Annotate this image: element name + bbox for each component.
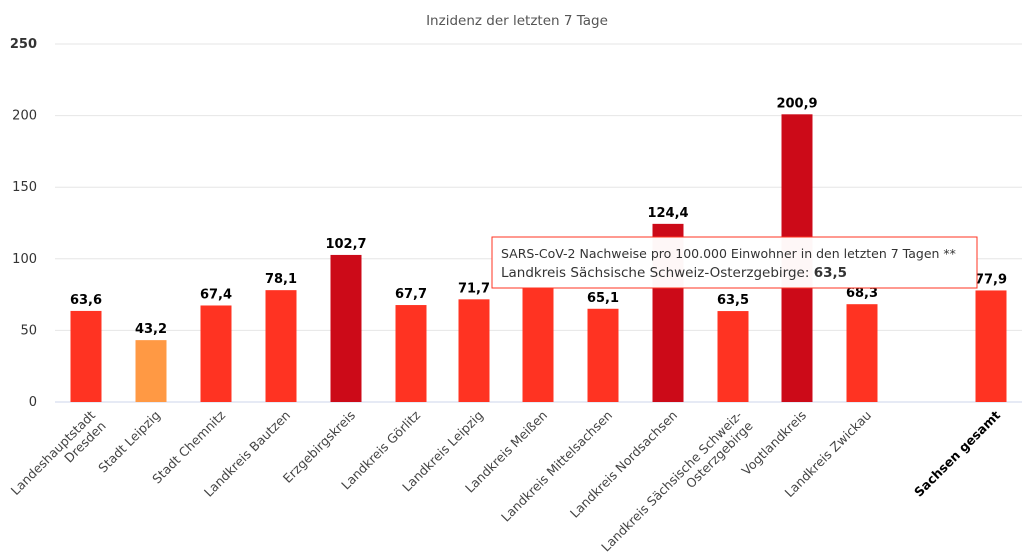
data-label: 63,5 [717, 293, 749, 308]
tooltip-point-label: Landkreis Sächsische Schweiz-Osterzgebir… [501, 265, 814, 281]
x-tick-label: Vogtlandkreis [739, 408, 810, 479]
tooltip-point: Landkreis Sächsische Schweiz-Osterzgebir… [501, 265, 847, 281]
x-tick-label: Landkreis Sächsische Schweiz-Osterzgebir… [598, 407, 756, 560]
x-tick-label: Sachsen gesamt [911, 407, 1003, 499]
x-tick-label: LandeshauptstadtDresden [8, 407, 109, 508]
data-label: 63,6 [70, 293, 102, 308]
x-tick-label: Landkreis Nordsachsen [567, 408, 680, 521]
bar[interactable] [846, 304, 878, 402]
x-tick-label: Landkreis Mittelsachsen [498, 408, 615, 525]
y-tick-label: 0 [29, 395, 37, 410]
tooltip-box [491, 236, 978, 289]
bar[interactable] [395, 305, 427, 402]
x-tick-label: Stadt Leipzig [95, 408, 163, 476]
bar[interactable] [587, 308, 619, 402]
bars[interactable] [70, 114, 1007, 402]
data-label: 200,9 [776, 96, 817, 111]
data-label: 67,7 [395, 287, 427, 302]
bar[interactable] [70, 310, 102, 402]
data-label: 65,1 [587, 291, 619, 306]
tooltip-series-name: SARS-CoV-2 Nachweise pro 100.000 Einwohn… [501, 246, 956, 261]
data-label: 78,1 [265, 272, 297, 287]
bar[interactable] [330, 254, 362, 402]
data-label: 43,2 [135, 322, 167, 337]
chart-title: Inzidenz der letzten 7 Tage [426, 13, 608, 29]
y-tick-label: 250 [10, 37, 37, 52]
bar[interactable] [975, 290, 1007, 402]
bar[interactable] [522, 287, 554, 402]
data-label: 77,9 [975, 272, 1007, 287]
tooltip: SARS-CoV-2 Nachweise pro 100.000 Einwohn… [491, 236, 978, 289]
bar[interactable] [265, 290, 297, 402]
y-axis-tick-labels: 0 50 100 150 200 250 [10, 37, 37, 410]
data-label: 102,7 [325, 237, 366, 252]
bar[interactable] [717, 311, 749, 402]
tooltip-point-value: 63,5 [814, 265, 847, 281]
data-label: 67,4 [200, 287, 232, 302]
y-tick-label: 200 [12, 109, 37, 124]
y-tick-label: 100 [12, 252, 37, 267]
y-tick-label: 50 [20, 323, 37, 338]
bar[interactable] [458, 299, 490, 402]
bar[interactable] [135, 340, 167, 402]
bar[interactable] [200, 305, 232, 402]
data-label: 68,3 [846, 286, 878, 301]
data-label: 71,7 [458, 281, 490, 296]
data-labels: 63,6 43,2 67,4 78,1 102,7 67,7 71,7 65,1 124,4 63… [70, 96, 1007, 337]
data-label: 124,4 [647, 206, 688, 221]
y-tick-label: 150 [12, 180, 37, 195]
